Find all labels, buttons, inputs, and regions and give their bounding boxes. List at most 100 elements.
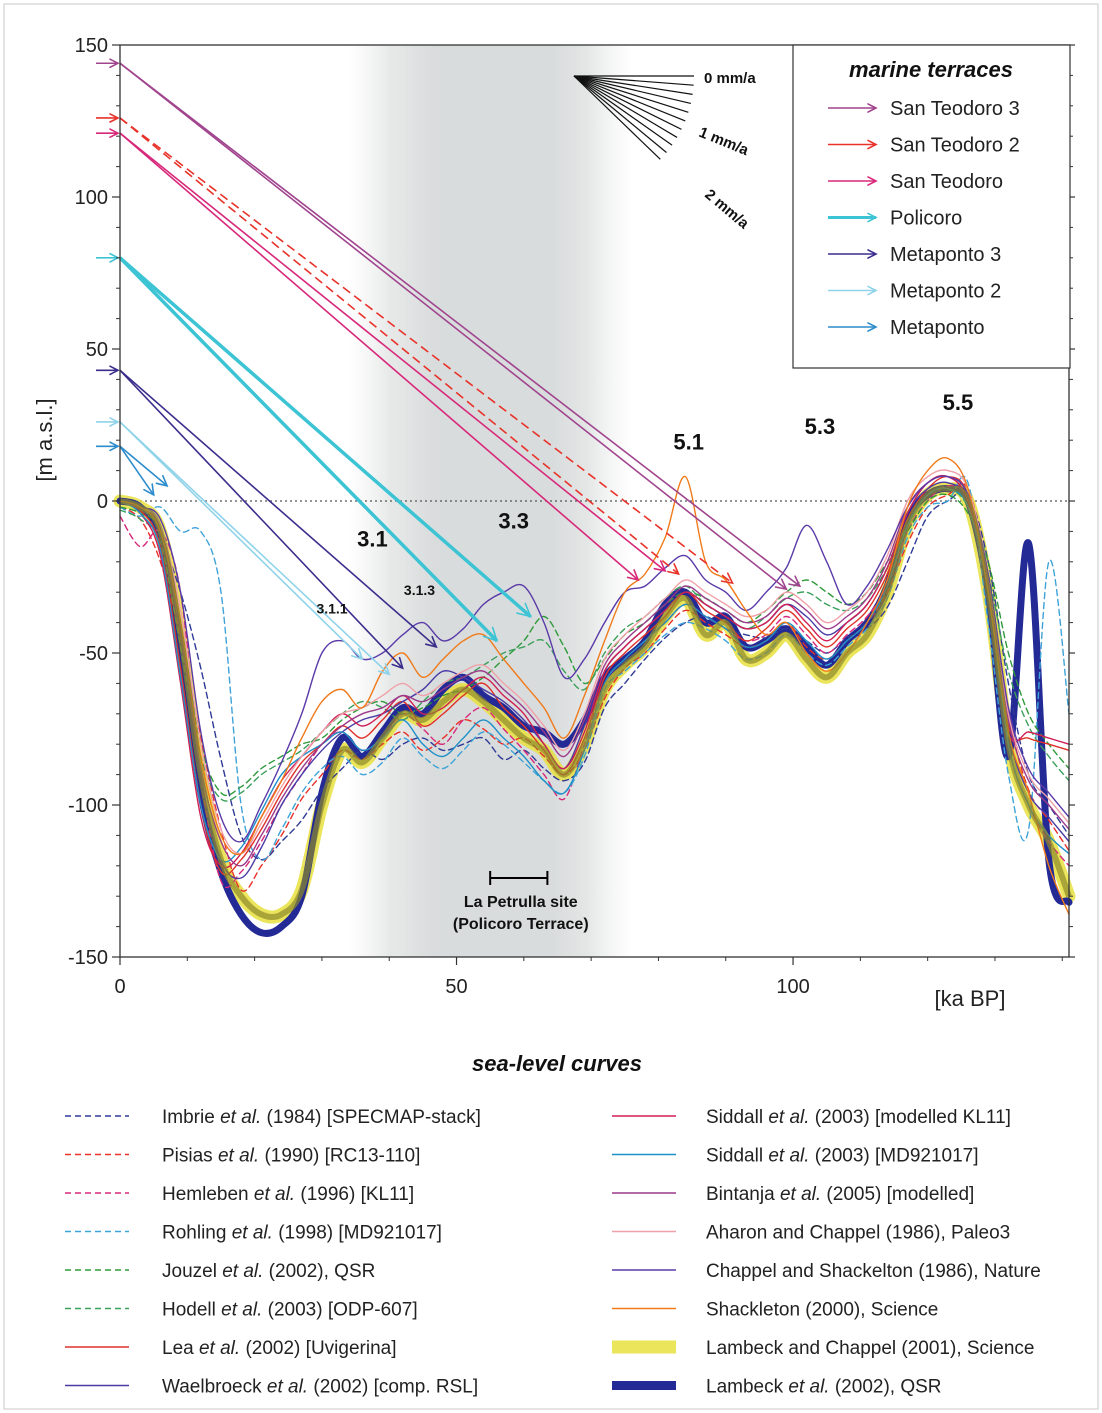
series-shackleton-2000-science [119, 457, 1070, 916]
x-tick-label-0: 0 [114, 976, 125, 998]
terrace-arrow-san-teodoro-1 [119, 132, 639, 581]
terrace-legend-title: marine terraces [849, 57, 1013, 82]
terrace-legend: marine terraces San Teodoro 3 San Teodoro… [792, 44, 1071, 369]
curve-legend-pre: Chappel and Shackelton (1986), Nature [706, 1261, 1041, 1282]
figure-frame [3, 3, 1099, 1410]
curve-legend-etal: et al. [221, 1300, 262, 1321]
terrace-arrow-metaponto-2-2 [119, 421, 390, 675]
terrace-arrow-head-policoro-1 [482, 626, 499, 643]
curve-legend-pre: Hodell [162, 1300, 221, 1321]
curve-legend-etal: et al. [267, 1377, 308, 1398]
terrace-arrow-metaponto-3-2 [119, 369, 437, 648]
terrace-arrow-san-teodoro-2-1 [119, 117, 680, 575]
terrace-legend-label-metaponto-3: Metaponto 3 [890, 244, 1001, 266]
site-label-line1: La Petrulla site [464, 894, 578, 911]
curve-legend-pre: Imbrie [162, 1107, 220, 1128]
site-label-line2: (Policoro Terrace) [453, 916, 589, 933]
terrace-legend-label-san-teodoro-2: San Teodoro 2 [890, 135, 1020, 157]
terrace-pointer-head-metaponto-3 [109, 365, 120, 376]
curve-legend-label-right-3: Aharon and Chappel (1986), Paleo3 [706, 1223, 1010, 1244]
curve-legend-post: (2005) [modelled] [821, 1184, 974, 1205]
terrace-arrow-metaponto-1 [119, 445, 155, 496]
terrace-arrow-head-san-teodoro-2 [653, 560, 667, 572]
y-axis-label: [m a.s.l.] [32, 398, 57, 481]
terrace-pointer-head-san-teodoro-2 [109, 113, 120, 123]
series-aharon-and-chappel-1986-paleo3 [119, 469, 1070, 855]
rate-line-6 [573, 75, 682, 130]
curve-legend-pre: Shackleton (2000), Science [706, 1300, 938, 1321]
rate-line-5 [573, 75, 686, 122]
curve-legend-etal: et al. [232, 1223, 273, 1244]
curve-legend-etal: et al. [254, 1184, 295, 1205]
terrace-legend-arrowhead-metaponto [867, 322, 878, 332]
y-tick-label--150: -150 [68, 947, 108, 969]
terrace-legend-arrowhead-san-teodoro-3 [867, 103, 878, 113]
rate-line-1 [573, 75, 694, 86]
curve-legend-etal: et al. [218, 1146, 259, 1167]
curve-legend-label-right-6: Lambeck and Chappel (2001), Science [706, 1338, 1034, 1359]
terrace-arrow-policoro-1 [118, 256, 499, 643]
curve-legend-etal: et al. [768, 1146, 809, 1167]
terrace-arrow-head-san-teodoro-2-2 [720, 572, 734, 585]
y-tick-label--100: -100 [68, 795, 108, 817]
curve-legend-post: (2002) [Uvigerina] [240, 1338, 396, 1359]
site-annotation: La Petrulla site (Policoro Terrace) [453, 870, 589, 933]
x-tick-label-50: 50 [445, 976, 467, 998]
terrace-arrow-san-teodoro-2-2 [119, 117, 733, 584]
y-tick-label-0: 0 [97, 491, 108, 513]
curve-legend-label-left-6: Lea et al. (2002) [Uvigerina] [162, 1338, 396, 1359]
terrace-legend-box [792, 44, 1071, 369]
axes: 150 100 50 0 -50 -100 -150 0 50 100 [68, 35, 1075, 998]
terrace-arrow-head-metaponto-3-1 [391, 656, 404, 670]
curve-legend-label-left-0: Imbrie et al. (1984) [SPECMAP-stack] [162, 1107, 481, 1128]
terrace-legend-label-san-teodoro-3: San Teodoro 3 [890, 98, 1020, 120]
curve-legend-post: (2002), QSR [830, 1377, 942, 1398]
curve-legend-post: (2003) [modelled KL11] [810, 1107, 1011, 1128]
terrace-arrow-san-teodoro-3-2 [119, 62, 787, 590]
y-tick-label--50: -50 [79, 643, 108, 665]
curve-legend-etal: et al. [222, 1261, 263, 1282]
rate-line-7 [573, 75, 678, 138]
rate-line-3 [573, 75, 691, 104]
curve-legend-pre: Siddall [706, 1146, 768, 1167]
curves-legend: sea-level curves Imbrie et al. (1984) [S… [65, 1051, 1041, 1398]
curve-legend-post: (1984) [SPECMAP-stack] [261, 1107, 481, 1128]
curve-legend-pre: Lambeck and Chappel (2001), Science [706, 1338, 1034, 1359]
curve-legend-pre: Bintanja [706, 1184, 780, 1205]
stage-label-5-5: 5.5 [943, 390, 974, 415]
terrace-legend-arrowhead-policoro [867, 212, 878, 223]
terrace-arrow-head-policoro-2 [516, 602, 532, 618]
series-layer [113, 457, 1076, 937]
curve-legend-pre: Lambeck [706, 1377, 788, 1398]
curve-legend-etal: et al. [768, 1107, 809, 1128]
x-axis-label: [ka BP] [935, 986, 1006, 1011]
stage-label-3-3: 3.3 [498, 508, 529, 533]
x-tick-label-100: 100 [776, 976, 809, 998]
curve-legend-post: (1998) [MD921017] [273, 1223, 442, 1244]
terrace-arrow-metaponto-2 [119, 445, 168, 487]
curve-legend-post: (2003) [MD921017] [810, 1146, 979, 1167]
terrace-arrow-head-san-teodoro-1 [626, 569, 640, 582]
rate-line-10 [573, 75, 661, 160]
curve-legend-label-right-2: Bintanja et al. (2005) [modelled] [706, 1184, 974, 1205]
stage-labels: 3.1 3.1.1 3.1.3 3.3 5.1 5.3 5.5 [316, 390, 973, 617]
terrace-legend-label-policoro: Policoro [890, 208, 962, 230]
curve-legend-label-right-4: Chappel and Shackelton (1986), Nature [706, 1261, 1041, 1282]
terrace-arrow-head-metaponto-1 [143, 483, 155, 497]
terrace-arrow-head-san-teodoro-3-1 [788, 575, 802, 588]
terrace-arrow-metaponto-3-1 [119, 369, 404, 669]
series-imbrie-et-al-1984-specmap-stack [119, 490, 1070, 861]
terrace-arrow-head-metaponto-3-2 [424, 635, 438, 649]
curve-legend-pre: Hemleben [162, 1184, 254, 1205]
terrace-arrow-head-san-teodoro-2-1 [667, 563, 680, 576]
shaded-bands [348, 45, 632, 957]
rate-label-0: 0 mm/a [704, 70, 756, 87]
stage-label-3-1: 3.1 [357, 527, 388, 552]
terrace-pointer-head-san-teodoro [109, 128, 120, 138]
terrace-pointer-head-san-teodoro-3 [109, 58, 120, 69]
curve-legend-post: (1990) [RC13-110] [259, 1146, 420, 1167]
curve-legend-label-right-7: Lambeck et al. (2002), QSR [706, 1377, 942, 1398]
terrace-legend-arrowhead-metaponto-3 [867, 249, 878, 259]
curve-legend-etal: et al. [220, 1107, 261, 1128]
terrace-legend-arrowhead-san-teodoro [867, 176, 878, 186]
